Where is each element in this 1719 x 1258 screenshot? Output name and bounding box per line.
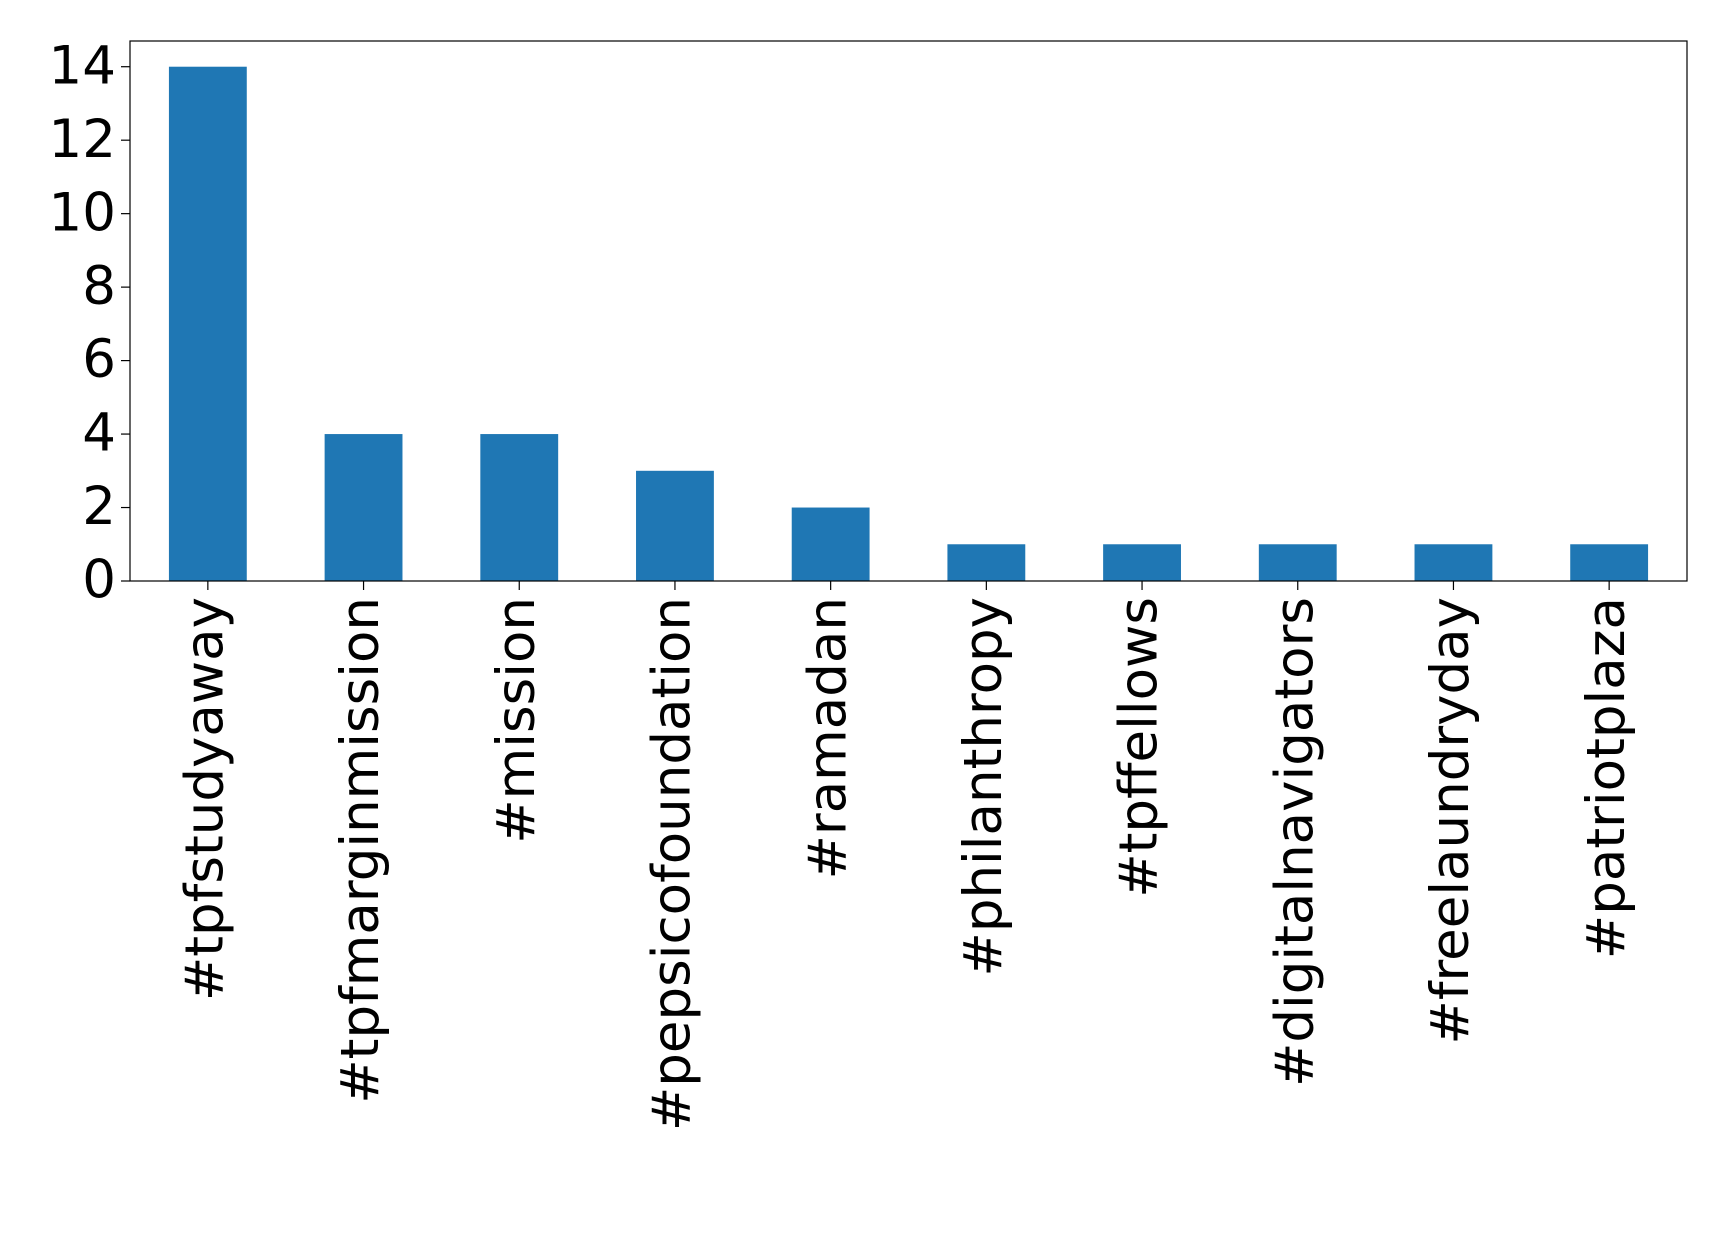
bar <box>791 507 870 581</box>
x-tick-label: #tpfstudyaway <box>174 597 235 1001</box>
x-tick-label: #ramadan <box>797 597 858 880</box>
bar <box>1258 544 1337 581</box>
x-tick-label: #pepsicofoundation <box>642 597 703 1131</box>
bar <box>168 66 247 581</box>
bar <box>480 434 559 581</box>
bar <box>947 544 1026 581</box>
bar <box>1570 544 1649 581</box>
x-tick-label: #tpfmarginmission <box>330 597 391 1104</box>
x-tick-label: #patriotplaza <box>1576 597 1637 959</box>
bar <box>324 434 403 581</box>
y-tick-label: 8 <box>82 256 116 317</box>
x-tick-label: #philanthropy <box>953 597 1014 977</box>
y-tick-label: 2 <box>82 476 116 537</box>
y-tick-label: 4 <box>82 403 116 464</box>
x-tick-label: #digitalnavigators <box>1264 597 1325 1087</box>
y-tick-label: 0 <box>82 550 116 611</box>
bar <box>1414 544 1493 581</box>
x-tick-label: #mission <box>486 597 547 844</box>
x-tick-label: #freelaundryday <box>1420 597 1481 1045</box>
bar <box>636 470 714 581</box>
y-tick-label: 14 <box>49 35 116 96</box>
y-tick-label: 12 <box>49 109 116 170</box>
y-tick-label: 10 <box>49 182 116 243</box>
bar <box>1103 544 1181 581</box>
plot-frame <box>129 40 1688 582</box>
x-tick-label: #tpffellows <box>1109 597 1170 898</box>
y-tick-label: 6 <box>82 329 116 390</box>
